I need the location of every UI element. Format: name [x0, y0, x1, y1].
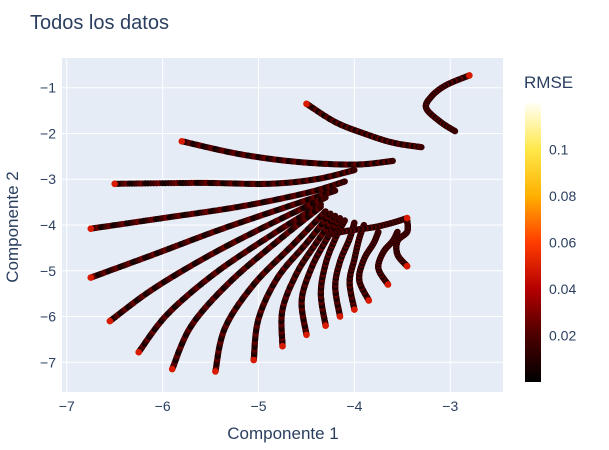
data-point: [178, 138, 186, 145]
data-point: [327, 231, 334, 238]
colorbar-tick-labels: 0.02 0.04 0.06 0.08 0.1: [549, 142, 576, 344]
data-point: [403, 214, 411, 222]
colorbar: [525, 103, 541, 382]
y-tick-label: −3: [40, 171, 56, 187]
data-point: [111, 180, 118, 188]
data-point: [389, 157, 396, 164]
x-tick-label: −6: [155, 398, 171, 414]
data-point: [365, 297, 373, 304]
data-point: [87, 274, 95, 281]
colorbar-tick-label: 0.02: [549, 328, 576, 344]
data-point: [394, 228, 401, 235]
data-point: [303, 100, 310, 108]
y-tick-labels: −1 −2 −3 −4 −5 −6 −7: [40, 80, 56, 371]
y-tick-label: −1: [40, 80, 56, 96]
colorbar-title: RMSE: [524, 73, 573, 92]
y-tick-label: −7: [40, 354, 56, 370]
data-point: [168, 365, 176, 373]
y-tick-label: −2: [40, 125, 56, 141]
colorbar-tick-label: 0.04: [549, 281, 576, 297]
y-axis-label: Componente 2: [3, 171, 22, 283]
colorbar-tick-label: 0.06: [549, 235, 576, 251]
x-tick-label: −3: [442, 398, 458, 414]
data-point: [332, 212, 339, 219]
data-point: [351, 306, 358, 313]
data-point: [336, 313, 344, 320]
data-point: [303, 331, 310, 339]
data-point: [452, 128, 459, 135]
data-points: [87, 72, 473, 375]
data-point: [341, 178, 348, 185]
data-point: [317, 203, 324, 210]
data-point: [279, 342, 286, 350]
data-point: [135, 348, 142, 356]
data-point: [351, 219, 358, 226]
data-point: [403, 262, 411, 270]
data-point: [375, 228, 382, 235]
data-point: [250, 356, 257, 364]
data-point: [466, 72, 473, 79]
y-tick-label: −5: [40, 263, 56, 279]
data-point: [322, 322, 329, 330]
data-point: [418, 144, 425, 151]
x-tick-label: −4: [346, 398, 362, 414]
data-point: [106, 317, 114, 325]
data-point: [351, 167, 358, 174]
data-point: [332, 187, 339, 194]
x-axis-label: Componente 1: [227, 424, 339, 443]
x-tick-label: −7: [59, 398, 75, 414]
data-point: [212, 368, 219, 375]
colorbar-tick-label: 0.1: [549, 142, 569, 158]
data-point: [87, 225, 95, 232]
x-tick-label: −5: [251, 398, 267, 414]
data-point: [341, 217, 348, 224]
x-tick-labels: −7 −6 −5 −4 −3: [59, 398, 459, 414]
data-point: [384, 281, 392, 288]
y-tick-label: −6: [40, 309, 56, 325]
data-point: [322, 194, 329, 201]
y-tick-label: −4: [40, 217, 56, 233]
colorbar-tick-label: 0.08: [549, 188, 576, 204]
data-point: [336, 215, 344, 222]
chart-title: Todos los datos: [30, 12, 169, 34]
